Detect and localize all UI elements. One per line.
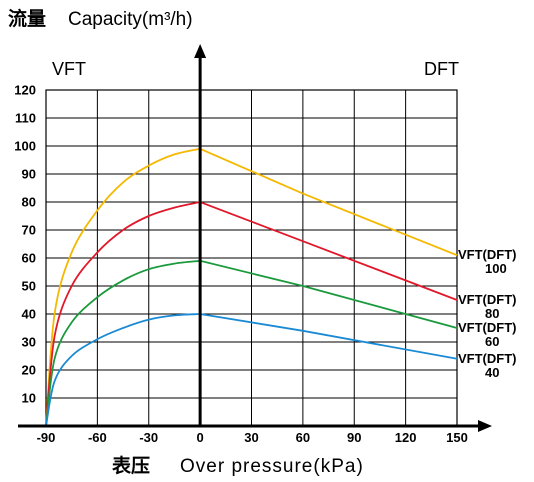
y-tick-label: 90 [22,167,36,182]
y-tick-label: 20 [22,363,36,378]
y-axis-title: Capacity(m³/h) [68,9,193,30]
series-line-80 [45,201,458,427]
axes [18,44,492,432]
y-tick-label: 70 [22,223,36,238]
series-label-size: 40 [485,365,499,380]
x-tick-label: 120 [395,430,417,445]
series-label-name: VFT(DFT) [458,320,516,335]
y-tick-label: 60 [22,251,36,266]
x-tick-label: -60 [88,430,107,445]
title-cn: 流量 [8,7,46,30]
series-label-name: VFT(DFT) [458,292,516,307]
series-line-60 [45,259,458,427]
y-tick-labels: 10 20 30 40 50 60 70 80 90 100 110 120 [14,83,36,406]
y-tick-label: 10 [22,391,36,406]
grid [45,89,458,427]
dft-corner-label: DFT [424,59,459,79]
y-tick-label: 30 [22,335,36,350]
x-tick-label: 90 [347,430,361,445]
vft-corner-label: VFT [52,59,86,79]
x-tick-label: 0 [197,430,204,445]
y-axis-arrow [194,44,207,58]
x-tick-label: 60 [296,430,310,445]
x-axis-title-cn: 表压 [112,454,150,477]
y-tick-label: 110 [15,111,36,126]
x-tick-labels: -90 -60 -30 0 30 60 90 120 150 [37,430,468,445]
x-tick-label: 30 [244,430,258,445]
series-line-100 [45,147,458,427]
y-tick-label: 50 [22,279,36,294]
series-end-labels: VFT(DFT)100VFT(DFT)80VFT(DFT)60VFT(DFT)4… [458,247,516,380]
y-tick-label: 40 [22,307,36,322]
x-axis-arrow [478,420,492,432]
x-tick-label: 150 [446,430,468,445]
series-line-40 [45,313,458,427]
y-tick-label: 100 [14,139,36,154]
series-lines [45,147,458,427]
series-label-size: 60 [485,334,499,349]
x-tick-label: -30 [139,430,158,445]
y-tick-label: 120 [14,83,36,98]
series-label-size: 80 [485,306,499,321]
series-label-name: VFT(DFT) [458,247,516,262]
series-label-name: VFT(DFT) [458,351,516,366]
x-tick-label: -90 [37,430,56,445]
y-tick-label: 80 [22,195,36,210]
series-label-size: 100 [485,261,507,276]
x-axis-title: Over pressure(kPa) [180,456,364,477]
